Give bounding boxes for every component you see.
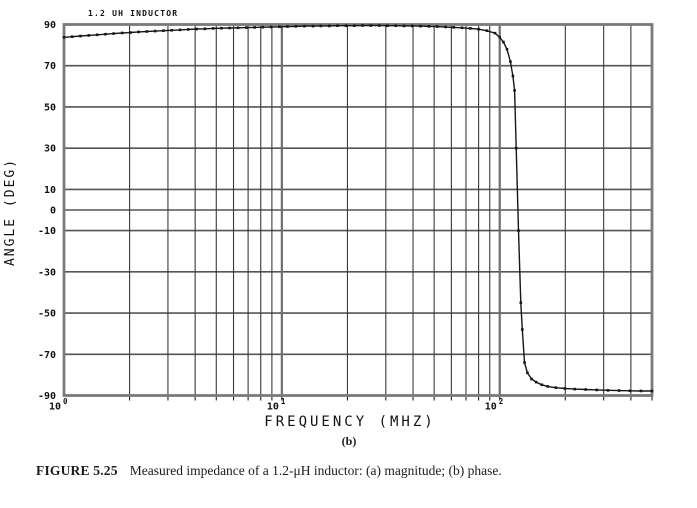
y-tick-labels: 90 70 50 30 10 0 -10 -30 -50 -70 -90	[38, 20, 56, 402]
y-tick-label: -70	[38, 350, 56, 361]
y-gridlines	[64, 23, 652, 397]
y-tick-label: 0	[50, 206, 56, 217]
y-tick-label: -90	[38, 391, 56, 402]
x-axis-label: FREQUENCY (MHZ)	[264, 414, 435, 430]
x-tick-label-base: 10	[485, 402, 497, 413]
figure-caption-label: FIGURE 5.25	[36, 463, 118, 478]
x-tick-label-exponent: 0	[63, 397, 68, 406]
x-tick-label-base: 10	[49, 402, 61, 413]
y-tick-label: -50	[38, 309, 56, 320]
y-tick-label: 70	[44, 61, 56, 72]
y-tick-label: -30	[38, 267, 56, 278]
y-tick-label: 90	[44, 20, 56, 31]
y-axis-label: ANGLE (DEG)	[3, 158, 18, 266]
x-tick-label-exponent: 2	[499, 397, 504, 406]
figure-caption: FIGURE 5.25 Measured impedance of a 1.2-μ…	[36, 463, 684, 479]
y-tick-label: 10	[44, 185, 56, 196]
subfigure-label: (b)	[342, 434, 357, 448]
phase-curve	[63, 24, 652, 392]
y-tick-label: 50	[44, 102, 56, 113]
phase-plot-svg: 1.2 UH INDUCTOR90705030100-10-30-50-70-9…	[3, 9, 654, 448]
y-tick-label: -10	[38, 226, 56, 237]
x-tick-labels: 10 0 10 1 10 2	[49, 397, 503, 413]
figure-caption-text: Measured impedance of a 1.2-μH inductor:…	[129, 463, 502, 478]
chart-title: 1.2 UH INDUCTOR	[88, 9, 178, 18]
y-tick-label: 30	[44, 144, 56, 155]
data-point-markers	[62, 24, 654, 393]
plot-border	[62, 23, 654, 397]
x-tick-label-exponent: 1	[281, 397, 286, 406]
x-gridlines	[129, 24, 632, 396]
x-tick-label-base: 10	[267, 402, 279, 413]
